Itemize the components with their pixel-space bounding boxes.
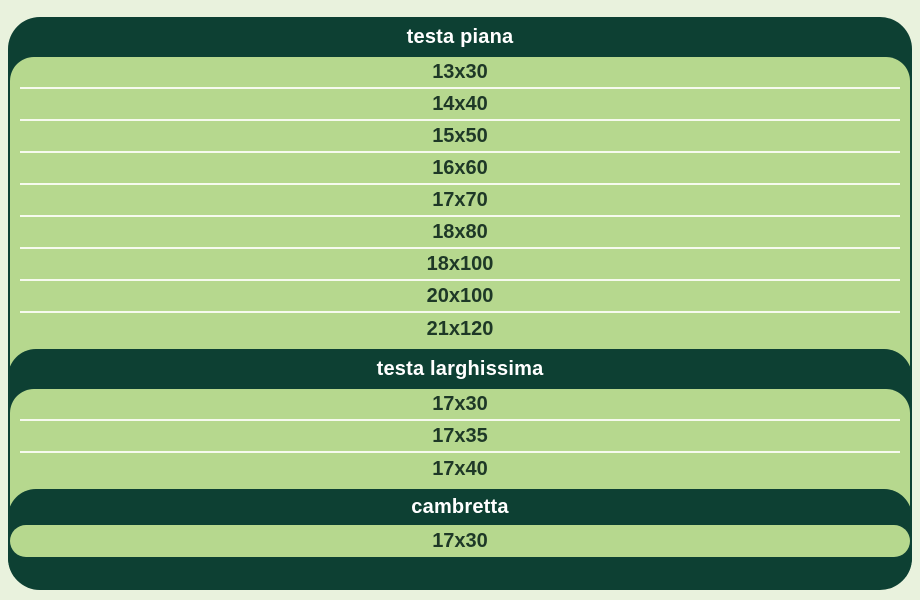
size-value: 18x100: [426, 252, 494, 275]
size-value: 17x30: [432, 529, 488, 552]
size-row: 21x120: [20, 313, 900, 345]
section-header-text: cambretta: [411, 495, 509, 518]
size-row: 20x100: [20, 281, 900, 313]
size-value: 20x100: [426, 284, 494, 307]
size-row: 18x100: [20, 249, 900, 281]
size-row: 13x30: [20, 57, 900, 89]
section-header-label: testa larghissima: [8, 349, 912, 389]
section-header-testa-piana: testa piana: [8, 17, 912, 57]
size-row: 17x30: [10, 525, 910, 557]
section-header-text: testa larghissima: [376, 357, 544, 380]
size-value: 17x30: [432, 392, 488, 415]
size-row: 14x40: [20, 89, 900, 121]
size-value: 17x40: [432, 457, 488, 480]
size-row: 17x30: [20, 389, 900, 421]
size-value: 18x80: [432, 220, 488, 243]
size-row: 15x50: [20, 121, 900, 153]
size-table-card: testa piana 13x30 14x40 15x50 16x60 17x7…: [8, 17, 912, 590]
size-value: 21x120: [426, 317, 494, 340]
size-row: 17x40: [20, 453, 900, 485]
size-value: 14x40: [432, 92, 488, 115]
size-row: 18x80: [20, 217, 900, 249]
size-value: 15x50: [432, 124, 488, 147]
section-rows-testa-piana: 13x30 14x40 15x50 16x60 17x70 18x80 18x1…: [10, 57, 910, 397]
size-row: 16x60: [20, 153, 900, 185]
size-value: 17x35: [432, 424, 488, 447]
size-value: 17x70: [432, 188, 488, 211]
size-row: 17x70: [20, 185, 900, 217]
size-row: 17x35: [20, 421, 900, 453]
size-value: 13x30: [432, 60, 488, 83]
section-header-label: cambretta: [8, 489, 912, 525]
section-rows-cambretta: 17x30: [10, 525, 910, 557]
section-header-label: testa piana: [406, 25, 514, 48]
size-value: 16x60: [432, 156, 488, 179]
